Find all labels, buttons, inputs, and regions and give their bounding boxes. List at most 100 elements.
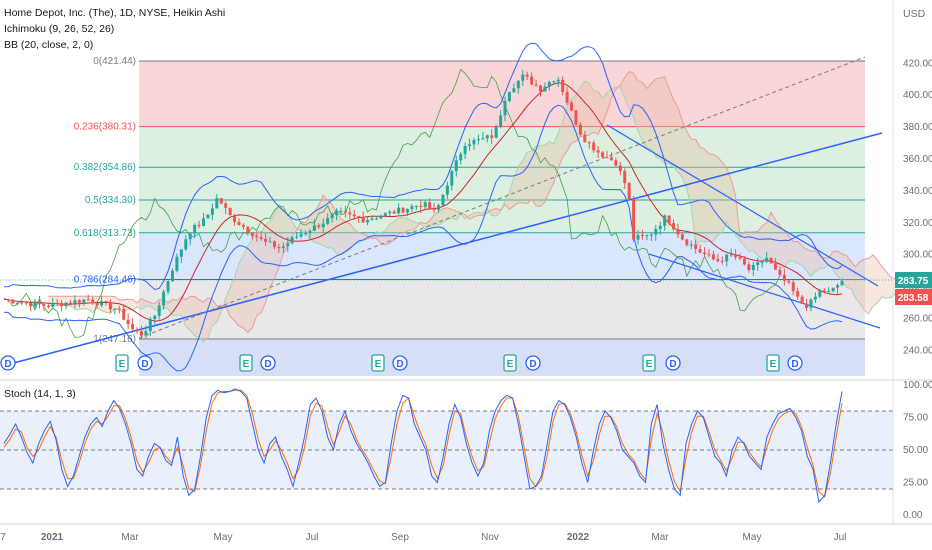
candle-body (419, 205, 423, 207)
candle-body (689, 244, 693, 246)
candle-body (268, 241, 272, 243)
candle-body (747, 264, 751, 271)
fib-extension-zone (139, 339, 865, 376)
time-tick: 7 (0, 532, 6, 543)
bollinger-bands (3, 42, 843, 372)
candle-body (82, 299, 86, 303)
candle-body (561, 79, 565, 92)
candle-body (135, 329, 139, 332)
candle-body (264, 238, 268, 242)
candle-body (281, 246, 285, 249)
candle-body (215, 198, 219, 209)
currency-label: USD (903, 8, 926, 20)
senkou-span-b (48, 70, 896, 334)
candle-body (676, 229, 680, 235)
candle-body (277, 247, 281, 249)
earnings-marker-label: E (375, 359, 382, 370)
candle-body (432, 209, 436, 211)
candle-body (357, 216, 361, 218)
dividend-marker-label: D (529, 359, 536, 370)
candle-body (108, 302, 112, 310)
candle-body (503, 101, 507, 116)
last-price-label: 283.75 (898, 276, 929, 287)
channel-lower (648, 253, 881, 329)
candle-body (219, 198, 223, 204)
candle-body (202, 218, 206, 226)
stochastic-pane: 0.00 25.00 50.00 75.00 100.00 (0, 380, 932, 525)
candle-body (543, 86, 547, 92)
candle-body (840, 281, 844, 286)
candle-body (459, 154, 463, 161)
stoch-legend[interactable]: Stoch (14, 1, 3) (4, 388, 76, 400)
price-tick: 360.00 (903, 154, 932, 165)
candle-body (485, 135, 489, 139)
candle-body (46, 306, 50, 308)
candle-body (609, 157, 613, 161)
candle-body (534, 84, 538, 86)
candle-body (680, 234, 684, 240)
trend-lines[interactable] (5, 56, 883, 366)
candle-body (29, 302, 33, 307)
time-tick: Sep (391, 532, 409, 543)
dividend-marker-label: D (396, 359, 403, 370)
candle-body (370, 218, 374, 220)
candle-body (259, 237, 263, 239)
earnings-marker-label: E (119, 359, 126, 370)
candle-body (450, 171, 454, 186)
bb-upper (3, 42, 843, 291)
candle-body (77, 300, 81, 303)
candle-body (472, 140, 476, 145)
candle-body (516, 80, 520, 89)
fib-zone (139, 126, 865, 168)
time-tick: May (743, 532, 762, 543)
candle-body (663, 215, 667, 226)
candle-body (423, 202, 427, 207)
candle-body (813, 296, 817, 300)
candle-body (210, 208, 214, 215)
candle-body (623, 170, 627, 184)
fib-zone (139, 167, 865, 200)
candle-body (162, 291, 166, 306)
candle-body (578, 124, 582, 135)
dividend-marker (0, 355, 16, 371)
ichimoku-legend[interactable]: Ichimoku (9, 26, 52, 26) (4, 23, 115, 35)
candle-body (286, 243, 290, 247)
stoch-tick: 75.00 (903, 413, 928, 424)
time-axis[interactable]: 7 2021 Mar May Jul Sep Nov 2022 Mar May Jul (0, 523, 932, 543)
candle-body (131, 324, 135, 330)
candle-body (410, 206, 414, 209)
candle-body (445, 185, 449, 195)
stoch-tick: 0.00 (903, 510, 923, 521)
candle-body (104, 301, 108, 303)
candle-body (55, 302, 59, 304)
candle-body (707, 254, 711, 256)
candle-body (374, 218, 378, 220)
candle-body (343, 210, 347, 213)
last-price-badge (895, 272, 932, 288)
candle-body (490, 135, 494, 138)
price-axis[interactable]: 240.00260.00280.00300.00320.00340.00360.… (0, 0, 932, 381)
candle-body (290, 237, 294, 244)
candle-body (383, 213, 387, 217)
candles[interactable] (6, 69, 844, 340)
candle-body (729, 254, 733, 256)
candle-body (15, 303, 19, 305)
candle-body (640, 234, 644, 236)
dividend-marker-label: D (264, 359, 271, 370)
dividend-marker (665, 355, 681, 371)
candle-body (530, 76, 534, 85)
candle-body (37, 301, 41, 305)
stoch-tick: 25.00 (903, 478, 928, 489)
candle-body (237, 222, 241, 225)
candle-body (348, 212, 352, 215)
earnings-marker-label: E (646, 359, 653, 370)
candle-body (738, 257, 742, 259)
candle-body (512, 88, 516, 93)
candle-body (388, 211, 392, 214)
candle-body (117, 308, 121, 310)
candle-body (312, 225, 316, 231)
candle-body (756, 262, 760, 266)
bb-legend[interactable]: BB (20, close, 2, 0) (4, 39, 94, 51)
